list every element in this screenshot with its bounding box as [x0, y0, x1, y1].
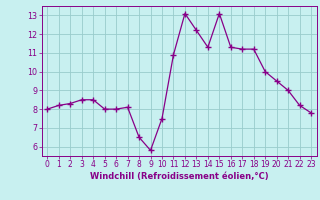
X-axis label: Windchill (Refroidissement éolien,°C): Windchill (Refroidissement éolien,°C): [90, 172, 268, 181]
